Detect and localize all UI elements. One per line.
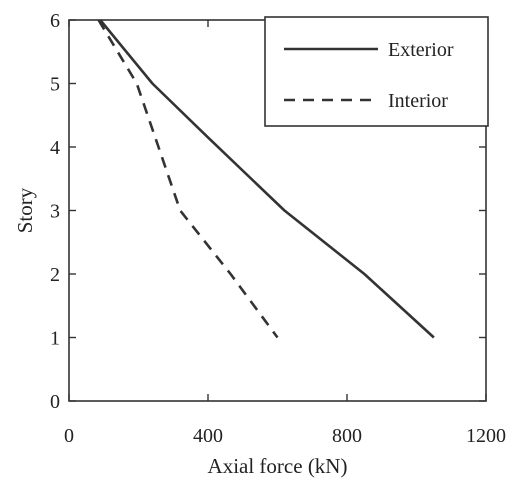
x-axis-label: Axial force (kN) [208,454,348,478]
legend-label-exterior: Exterior [388,39,454,61]
legend-box [264,16,489,127]
y-tick-label: 6 [50,10,60,32]
x-tick-label: 1200 [466,425,506,447]
series-line-exterior [99,19,435,339]
legend: Exterior Interior [264,16,489,127]
y-tick-label: 0 [50,391,60,413]
x-tick-label: 0 [64,425,74,447]
series-lines [97,19,435,339]
y-tick-label: 1 [50,328,60,350]
y-axis-label: Story [13,187,37,233]
x-tick-label: 800 [332,425,362,447]
tick-labels: 0 400 800 1200 0 1 2 3 4 5 6 [50,10,506,447]
y-tick-label: 2 [50,264,60,286]
y-tick-label: 4 [50,137,60,159]
y-tick-label: 3 [50,201,60,223]
y-tick-label: 5 [50,74,60,96]
x-tick-label: 400 [193,425,223,447]
legend-label-interior: Interior [388,90,448,112]
